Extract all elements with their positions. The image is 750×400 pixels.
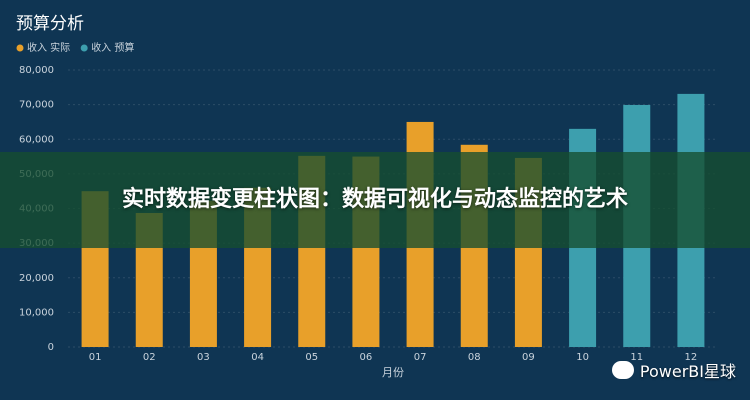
legend-label: 收入 实际 (27, 41, 70, 54)
x-tick-label: 09 (522, 352, 535, 363)
x-tick-label: 12 (685, 352, 698, 363)
watermark-icon (611, 361, 634, 379)
headline: 实时数据变更柱状图：数据可视化与动态监控的艺术 (121, 187, 628, 212)
y-tick-label: 10,000 (19, 307, 54, 318)
x-tick-label: 07 (414, 352, 427, 363)
watermark-text: PowerBI星球 (639, 362, 736, 381)
legend-label: 收入 预算 (91, 41, 134, 54)
chart-title: 预算分析 (16, 14, 84, 34)
headline-banner: 实时数据变更柱状图：数据可视化与动态监控的艺术 (0, 152, 750, 248)
y-tick-label: 60,000 (19, 134, 54, 145)
x-tick-label: 08 (468, 352, 481, 363)
x-tick-label: 04 (251, 352, 264, 363)
x-tick-label: 06 (360, 352, 373, 363)
x-tick-label: 05 (305, 352, 318, 363)
y-tick-label: 70,000 (19, 100, 54, 111)
x-tick-label: 10 (576, 352, 589, 363)
y-tick-label: 0 (48, 342, 54, 353)
legend-swatch (16, 44, 24, 52)
x-tick-label: 11 (630, 352, 643, 363)
x-tick-label: 03 (197, 352, 210, 363)
y-tick-label: 80,000 (19, 65, 54, 76)
x-axis-label: 月份 (382, 366, 404, 379)
y-tick-label: 20,000 (19, 273, 54, 284)
watermark: PowerBI星球 (611, 358, 736, 382)
x-tick-label: 01 (89, 352, 102, 363)
legend-swatch (80, 44, 88, 52)
x-tick-label: 02 (143, 352, 156, 363)
